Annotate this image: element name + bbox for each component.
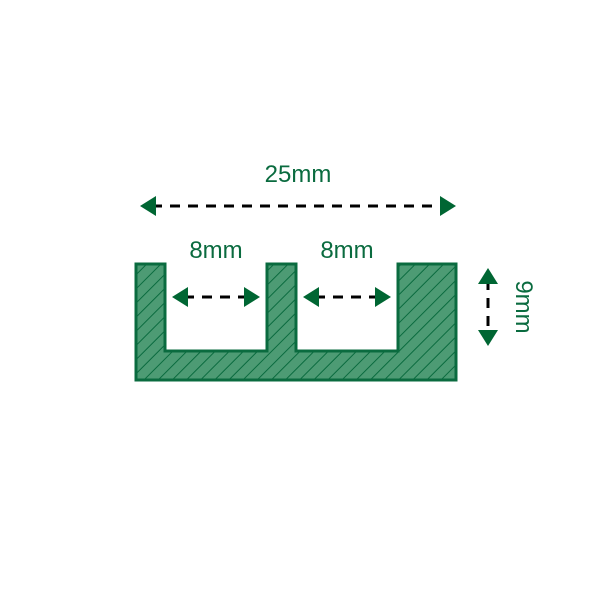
dim-slot-right-label: 8mm [320,237,373,264]
dim-height-arrow-up [478,268,498,284]
dim-height-arrow-down [478,330,498,346]
dim-height-label: 9mm [510,280,537,333]
dim-top-arrow-right [440,196,456,216]
dim-top-label: 25mm [265,161,332,188]
dim-slot-right-arrow-left [303,287,319,307]
dim-top-arrow-left [140,196,156,216]
dim-slot-left-arrow-right [244,287,260,307]
technical-diagram: 25mm 8mm 8mm 9mm [0,0,600,600]
dim-slot-left-arrow-left [172,287,188,307]
dim-slot-left-label: 8mm [189,237,242,264]
dim-slot-right-arrow-right [375,287,391,307]
